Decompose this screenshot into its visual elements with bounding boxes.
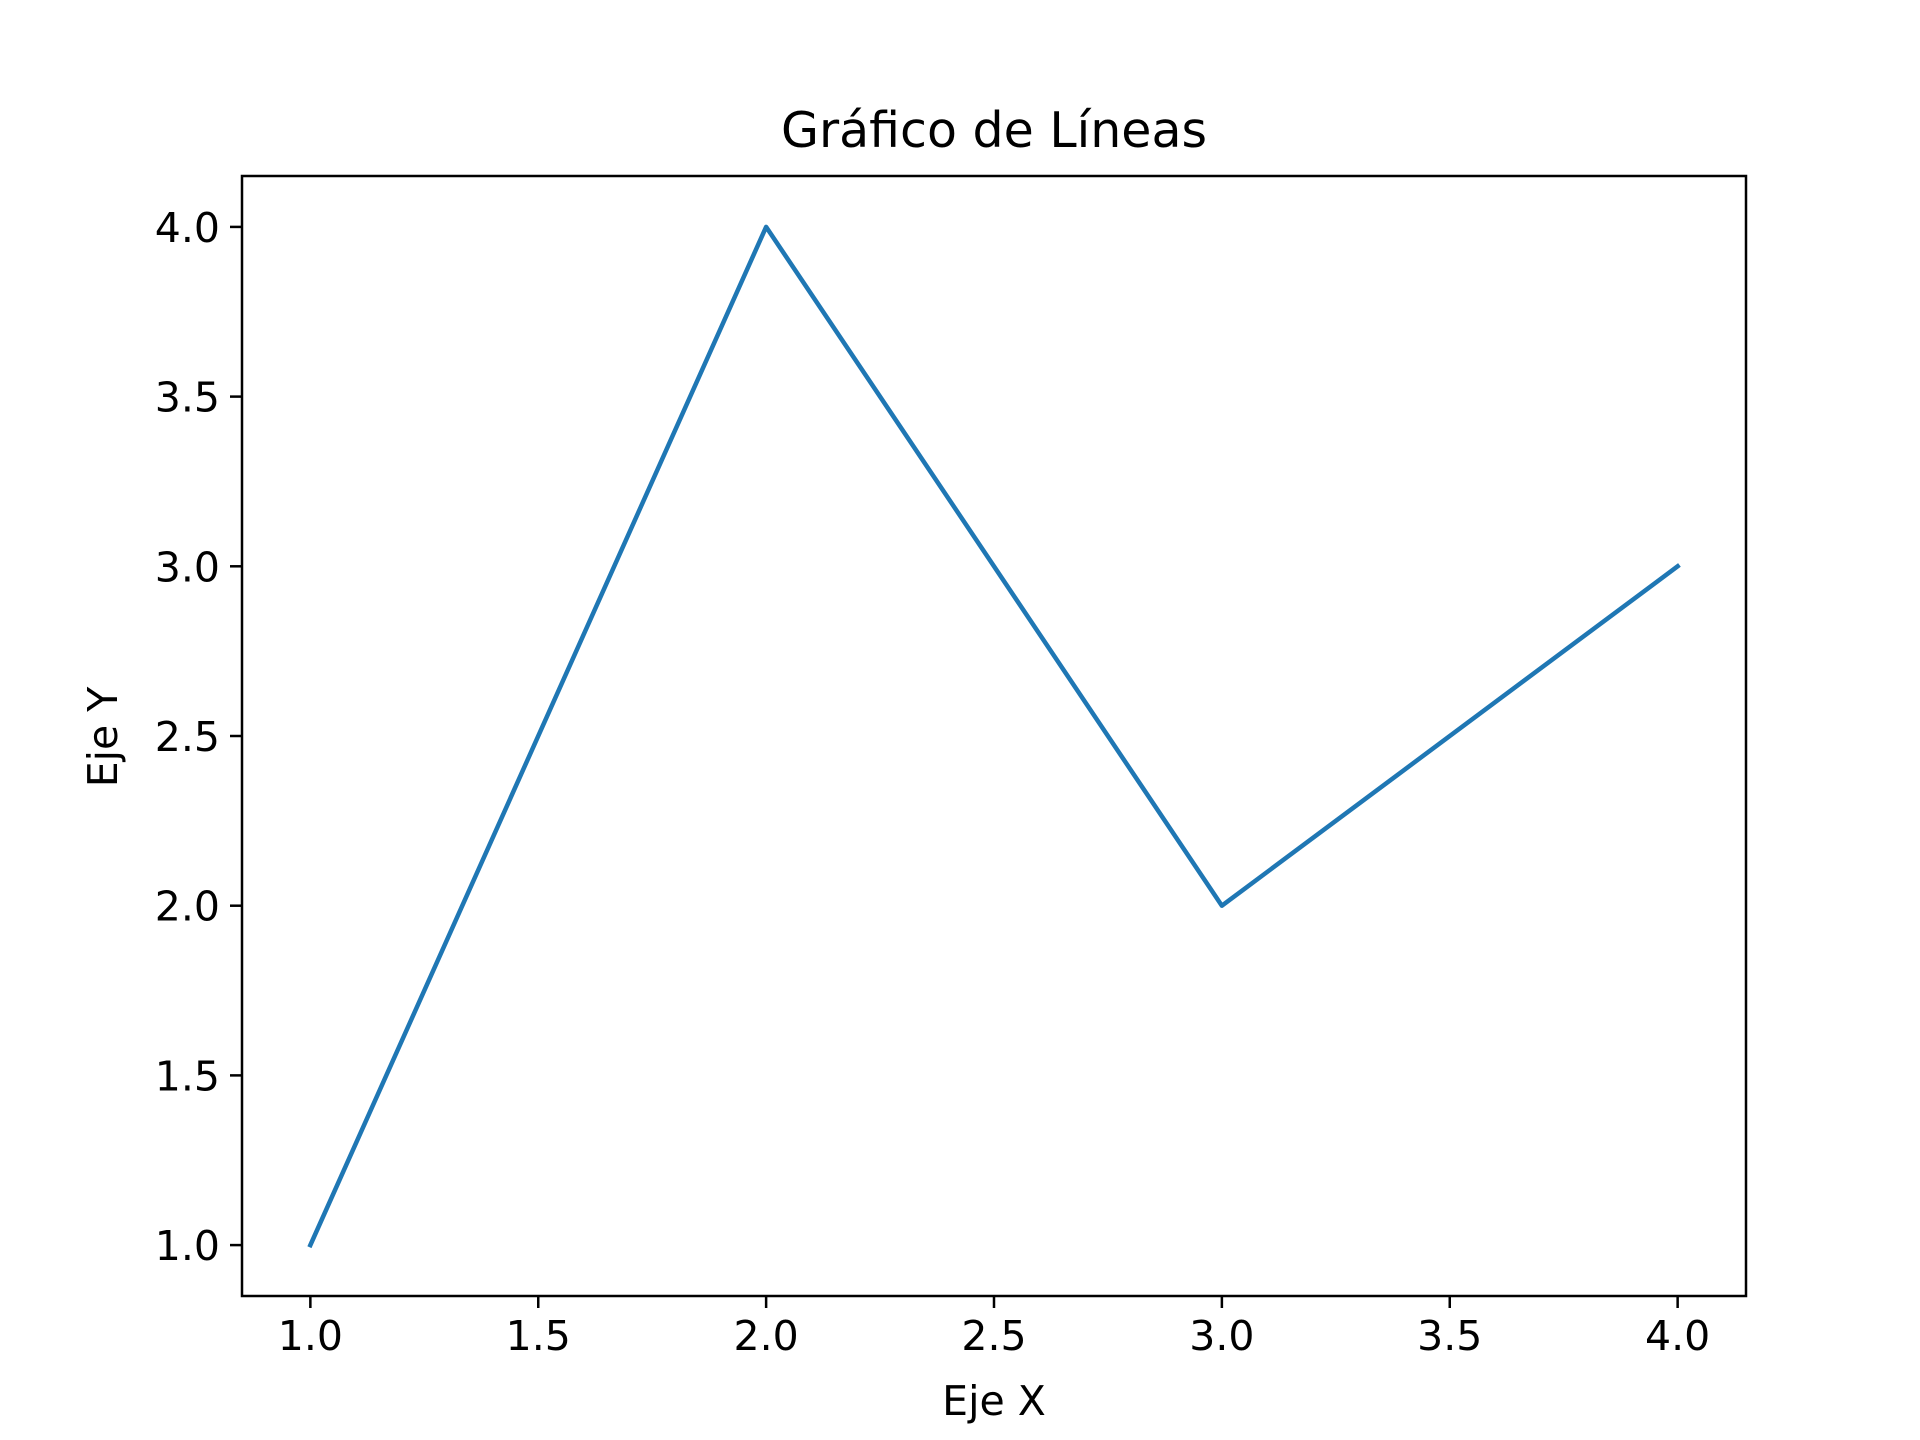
x-tick-label: 1.5 bbox=[506, 1312, 571, 1360]
x-tick-label: 3.5 bbox=[1417, 1312, 1482, 1360]
axes-frame bbox=[240, 174, 1748, 1298]
y-tick-label: 3.0 bbox=[155, 543, 220, 591]
chart-title: Gráfico de Líneas bbox=[781, 102, 1207, 159]
x-tick-label: 2.0 bbox=[734, 1312, 799, 1360]
plot-area: 1.0 1.5 2.0 2.5 3.0 3.5 4.0 1.0 1.5 2.0 2.5 3.0 3.5 4… bbox=[155, 174, 1748, 1360]
x-tick-label: 2.5 bbox=[961, 1312, 1026, 1360]
x-axis-title: Eje X bbox=[942, 1377, 1046, 1425]
y-tick-label: 1.5 bbox=[155, 1052, 220, 1100]
y-tick-label: 3.5 bbox=[155, 374, 220, 422]
y-tick-label: 4.0 bbox=[155, 204, 220, 252]
y-tick-label: 1.0 bbox=[155, 1222, 220, 1270]
y-tick-label: 2.0 bbox=[155, 883, 220, 931]
x-tick-label: 1.0 bbox=[278, 1312, 343, 1360]
series-line-0 bbox=[307, 224, 1681, 1249]
x-tick-label: 3.0 bbox=[1189, 1312, 1254, 1360]
y-axis-title: Eje Y bbox=[79, 686, 127, 788]
x-tick-label: 4.0 bbox=[1645, 1312, 1710, 1360]
y-tick-label: 2.5 bbox=[155, 713, 220, 761]
